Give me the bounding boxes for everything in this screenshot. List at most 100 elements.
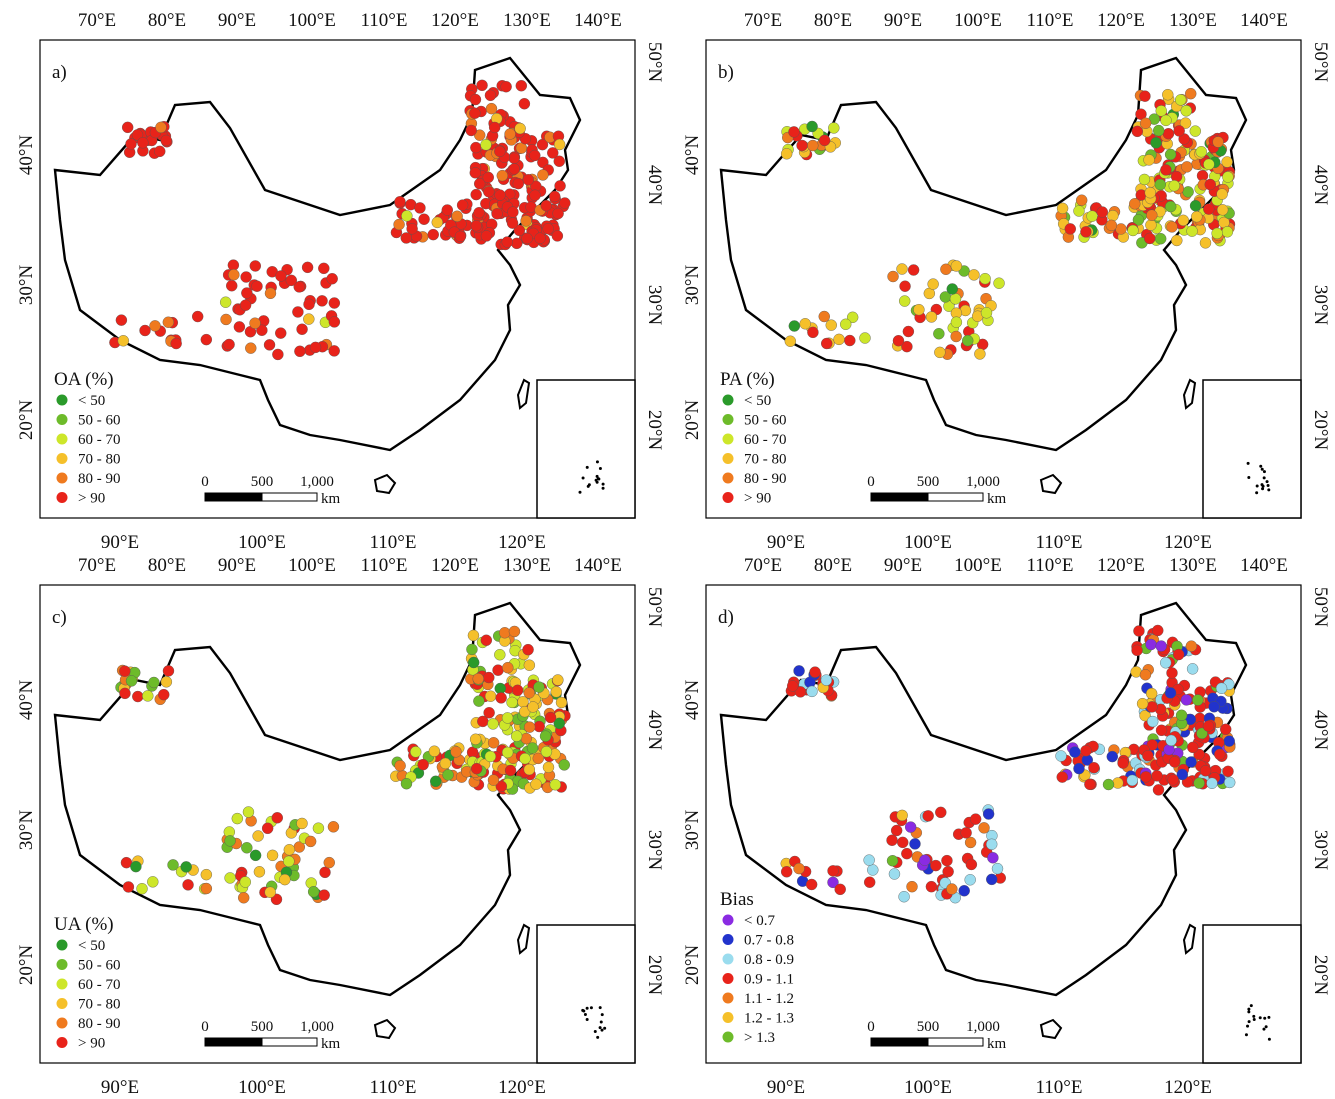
legend-label: 80 - 90 — [78, 1016, 121, 1032]
scale-unit: km — [321, 491, 341, 507]
station-point — [328, 297, 341, 309]
station-point — [1152, 624, 1164, 637]
legend-swatch — [722, 1031, 734, 1043]
bottom-tick-label: 90°E — [767, 1077, 805, 1098]
island — [516, 378, 531, 410]
left-tick-label: 20°N — [682, 400, 703, 441]
station-point — [540, 746, 553, 758]
station-point — [249, 260, 261, 272]
legend-swatch — [56, 939, 68, 951]
station-point — [1160, 164, 1172, 176]
inset-island — [1247, 1007, 1251, 1011]
station-point — [526, 742, 539, 754]
station-point — [441, 204, 454, 216]
station-point — [504, 128, 516, 140]
station-point — [897, 836, 909, 849]
station-point — [484, 89, 497, 102]
inset-frame — [1202, 379, 1302, 519]
station-point — [439, 757, 452, 770]
station-point — [431, 216, 443, 229]
station-point — [200, 868, 213, 881]
left-tick-label: 30°N — [682, 265, 703, 306]
station-point — [470, 762, 483, 775]
station-point — [519, 752, 531, 765]
station-point — [554, 180, 566, 192]
station-point — [520, 215, 532, 227]
station-point — [241, 287, 253, 299]
station-point — [406, 223, 418, 235]
station-point — [1145, 638, 1157, 651]
station-point — [180, 861, 192, 873]
station-point — [890, 824, 903, 837]
station-point — [239, 299, 252, 311]
station-point — [1222, 765, 1234, 778]
station-point — [393, 218, 405, 231]
station-point — [552, 674, 564, 686]
left-tick-label: 40°N — [16, 135, 37, 176]
station-point — [512, 177, 524, 190]
inset-island — [1255, 484, 1259, 488]
station-point — [1136, 697, 1149, 710]
station-point — [1132, 214, 1145, 226]
station-point — [148, 676, 160, 689]
station-point — [899, 280, 911, 292]
station-point — [480, 139, 492, 151]
station-point — [1185, 87, 1197, 100]
station-point — [256, 324, 268, 336]
station-point — [231, 812, 244, 825]
station-point — [394, 760, 406, 772]
station-point — [1181, 161, 1193, 173]
station-point — [553, 155, 565, 167]
station-point — [1133, 625, 1145, 637]
station-point — [465, 124, 477, 137]
inset-island — [1247, 1010, 1251, 1014]
legend-label: 60 - 70 — [78, 432, 121, 448]
station-point — [242, 806, 255, 818]
station-point — [968, 269, 980, 281]
station-point — [1164, 148, 1177, 161]
station-point — [469, 167, 481, 179]
station-point — [261, 822, 274, 835]
station-point — [506, 696, 518, 709]
station-point — [1176, 768, 1189, 781]
station-point — [160, 676, 173, 688]
station-point — [925, 880, 938, 893]
inset-island — [600, 1028, 604, 1032]
scale-bar-black — [870, 492, 929, 502]
station-point — [467, 629, 480, 642]
inset-island — [1266, 484, 1270, 488]
station-point — [233, 321, 246, 333]
station-point — [162, 665, 175, 677]
station-point — [1160, 114, 1172, 127]
station-point — [482, 171, 494, 184]
map-panel: 70°E 80°E 90°E 100°E 110°E 120°E 130°E 140°E 90°… — [682, 555, 1331, 1098]
top-tick-label: 100°E — [954, 10, 1002, 31]
station-point — [318, 889, 330, 901]
station-point — [1152, 784, 1165, 796]
station-point — [1106, 750, 1118, 763]
station-point — [487, 737, 500, 749]
right-tick-label: 20°N — [1310, 410, 1331, 451]
station-point — [1096, 206, 1108, 218]
station-point — [901, 340, 913, 353]
station-point — [935, 806, 947, 819]
station-point — [818, 310, 830, 323]
station-point — [859, 332, 871, 344]
top-tick-label: 140°E — [574, 10, 622, 31]
station-point — [492, 664, 504, 676]
inset-island — [593, 1029, 597, 1033]
station-point — [264, 886, 276, 898]
legend-swatch — [56, 959, 68, 970]
station-point — [394, 196, 406, 208]
station-point — [494, 189, 506, 201]
station-point — [1186, 225, 1198, 237]
station-point — [473, 206, 485, 219]
station-point — [993, 277, 1005, 289]
station-point — [840, 318, 852, 330]
legend-label: < 0.7 — [744, 913, 775, 929]
station-point — [1191, 210, 1203, 223]
top-tick-label: 80°E — [148, 10, 186, 31]
station-point — [1140, 771, 1152, 783]
station-point — [902, 325, 915, 338]
inset-island — [1246, 1024, 1250, 1028]
